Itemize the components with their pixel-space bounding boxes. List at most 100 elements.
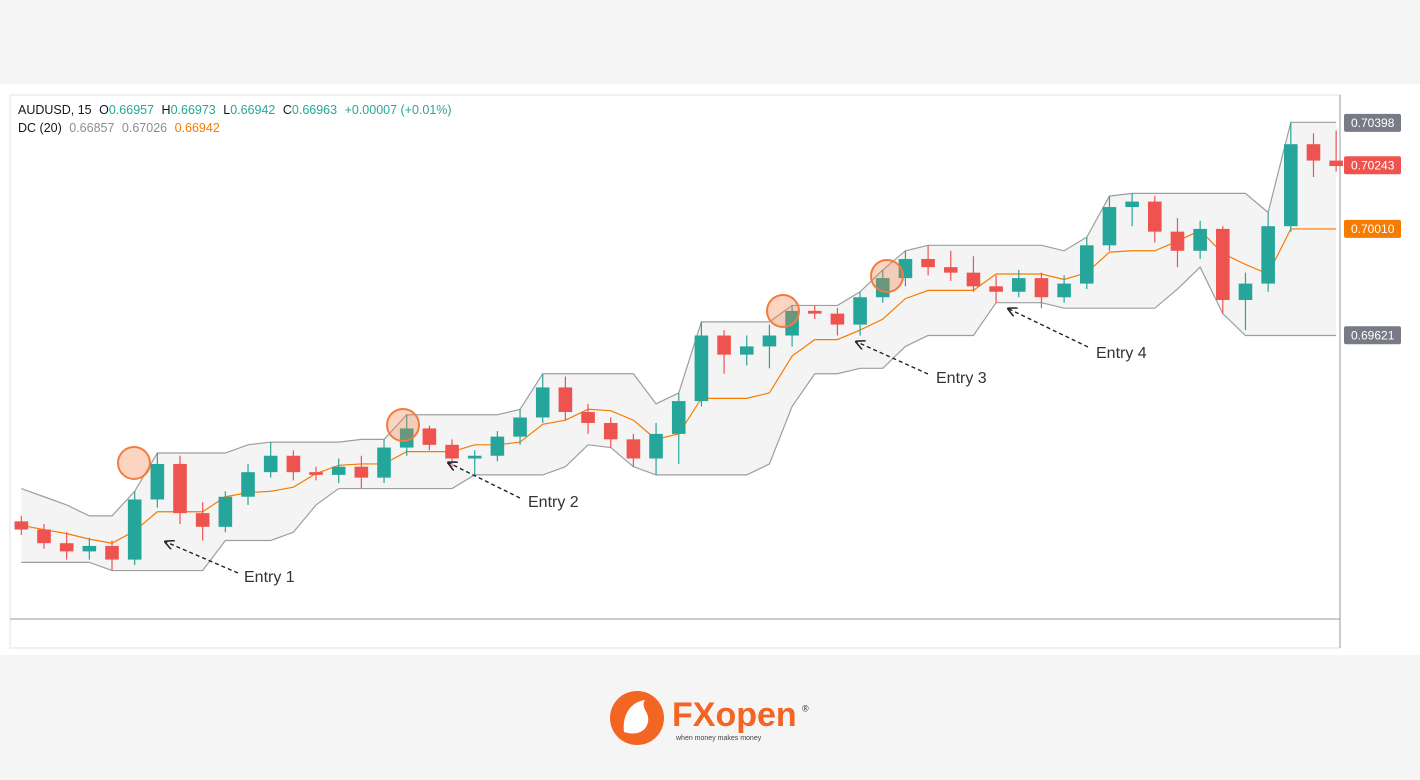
candle-body <box>807 310 822 314</box>
indicator-row: DC (20) 0.66857 0.67026 0.66942 <box>18 121 224 135</box>
candle-body <box>762 335 777 347</box>
value: 0.66973 <box>170 103 216 117</box>
candle-body <box>1011 278 1026 292</box>
candle-body <box>649 433 663 459</box>
candle-body <box>1147 201 1162 232</box>
candle-body <box>59 543 74 552</box>
entry-circle <box>870 259 904 293</box>
candle-body <box>1034 278 1049 298</box>
logo-name: FXopen <box>672 696 797 734</box>
candle-body <box>1125 201 1139 208</box>
candle-body <box>966 272 981 287</box>
candle-body <box>603 422 618 440</box>
candle-body <box>1306 144 1321 161</box>
candle-body <box>1261 226 1275 284</box>
candle-body <box>241 472 255 497</box>
channel-lower <box>21 266 1337 572</box>
candle-body <box>490 436 505 456</box>
candle-body <box>377 447 391 478</box>
value: 0.66942 <box>230 103 276 117</box>
logo-tagline: when money makes money <box>675 735 762 742</box>
candle-body <box>286 455 301 473</box>
candle-body <box>82 545 97 552</box>
arrow <box>1009 309 1089 348</box>
channel-fill <box>21 122 1337 571</box>
candle-body <box>1102 207 1117 246</box>
value: 0.66957 <box>108 103 155 117</box>
annotation: Entry 4 <box>1096 345 1147 362</box>
candle-body <box>309 472 323 475</box>
entry-circle <box>766 294 800 328</box>
candle-body <box>558 387 573 413</box>
entry-circle <box>117 446 151 480</box>
candle-body <box>943 267 958 273</box>
price-tag-label: 0.70243 <box>1351 158 1395 172</box>
annotation: Entry 1 <box>244 569 295 586</box>
arrow <box>857 342 929 375</box>
label: L <box>223 103 231 117</box>
entry-markers <box>117 259 904 480</box>
candle-body <box>1284 144 1298 227</box>
candle-body <box>581 412 595 423</box>
value: 0.66942 <box>174 121 220 135</box>
candle-body <box>218 496 233 527</box>
price-tag <box>1344 326 1401 345</box>
candle-body <box>150 463 165 500</box>
candle-body <box>1057 283 1071 298</box>
candle-body <box>989 286 1003 292</box>
value: 0.66857 <box>69 121 115 135</box>
indicator: DC (20) <box>18 121 62 135</box>
candle-body <box>1170 231 1185 251</box>
candle-body <box>467 455 482 459</box>
label: O <box>99 103 109 117</box>
candle-body <box>127 499 142 560</box>
candle-body <box>694 335 709 402</box>
price-tag-label: 0.69621 <box>1351 328 1395 342</box>
value: 0.67026 <box>121 121 168 135</box>
logo-icon-shape <box>623 700 649 734</box>
price-tag <box>1344 156 1401 175</box>
candle-body <box>422 428 437 445</box>
candle-body <box>1193 228 1207 251</box>
candle-body <box>739 346 754 355</box>
candle-body <box>830 313 845 325</box>
candle-body <box>445 444 459 459</box>
value: 0.66963 <box>291 103 338 117</box>
logo: FXopen ® when money makes money <box>610 691 809 745</box>
candle-body <box>1215 228 1230 300</box>
candle-body <box>173 463 187 514</box>
candle-body <box>853 297 867 325</box>
candle-body <box>331 466 346 475</box>
candle-body <box>105 545 119 560</box>
candle-body <box>671 401 686 434</box>
candle-body <box>399 428 414 448</box>
arrow <box>449 463 521 499</box>
candle-body <box>513 417 527 437</box>
price-tag <box>1344 113 1401 132</box>
candle-body <box>14 521 29 530</box>
candle-body <box>717 335 731 355</box>
arrow <box>166 542 239 574</box>
legend-row: AUDUSD, 15 O0.66957 H0.66973 L0.66942 C0… <box>18 103 456 117</box>
price-tag-label: 0.70398 <box>1351 116 1395 130</box>
annotation: Entry 2 <box>528 494 579 511</box>
candle-body <box>535 387 550 418</box>
candle-body <box>1238 283 1253 300</box>
change: +0.00007 (+0.01%) <box>344 103 452 117</box>
candle-body <box>1079 245 1094 284</box>
price-tag-label: 0.70010 <box>1351 222 1395 236</box>
candle-body <box>921 258 935 268</box>
label: H <box>161 103 171 117</box>
candle-body <box>626 439 641 459</box>
logo-mark: ® <box>802 703 809 713</box>
label: C <box>282 103 292 117</box>
symbol: AUDUSD, 15 <box>18 103 92 117</box>
candle-body <box>195 513 210 527</box>
candle-body <box>263 455 278 473</box>
entry-circle <box>386 408 420 442</box>
candle-body <box>37 529 51 544</box>
candle-body <box>354 466 369 478</box>
annotation: Entry 3 <box>936 370 987 387</box>
